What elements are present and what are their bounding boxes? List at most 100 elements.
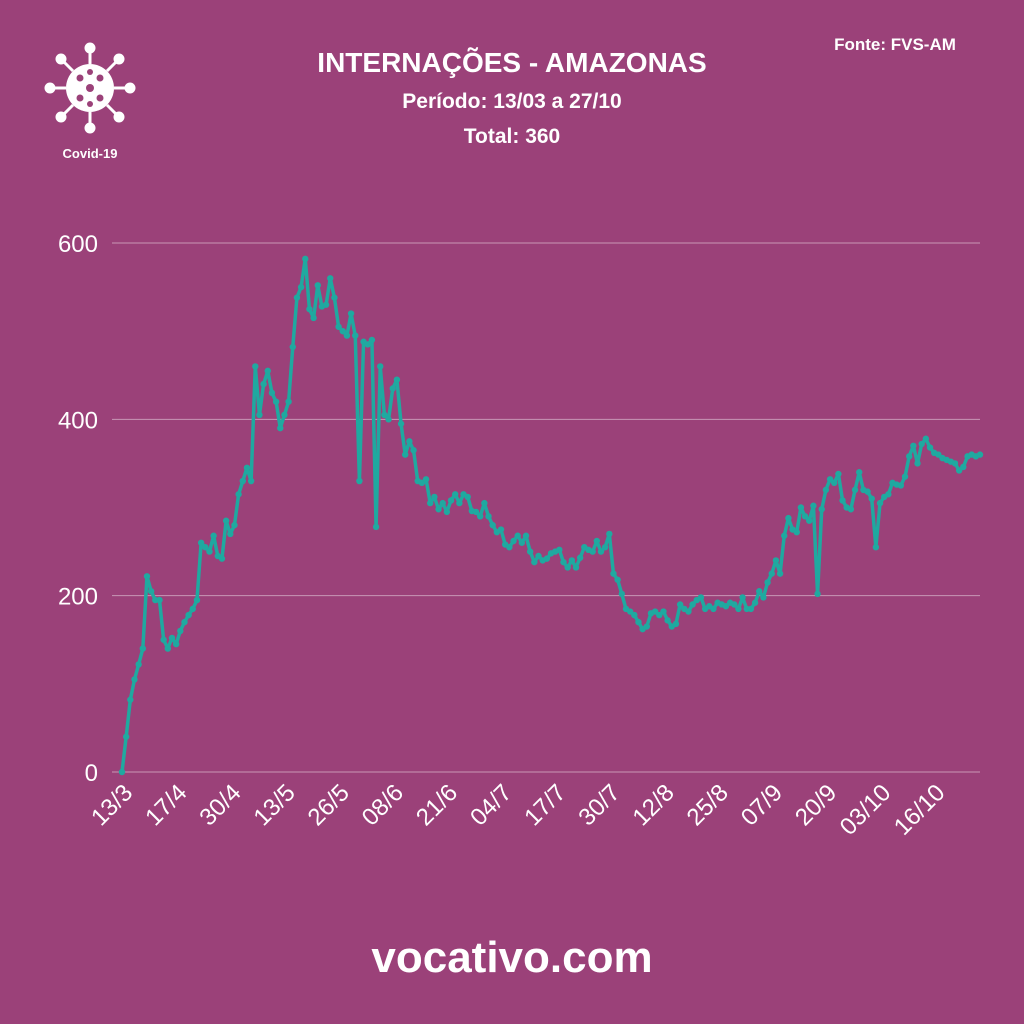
point <box>531 558 538 566</box>
point <box>876 499 884 507</box>
point <box>352 332 359 339</box>
point <box>389 385 396 392</box>
point <box>910 442 917 449</box>
point <box>864 488 871 495</box>
point <box>814 590 821 598</box>
point <box>618 590 626 598</box>
point <box>593 537 601 545</box>
point <box>368 336 376 344</box>
point <box>452 491 459 498</box>
point <box>489 521 496 529</box>
point <box>935 451 942 458</box>
point <box>222 517 230 524</box>
point <box>651 608 659 615</box>
point <box>776 570 784 577</box>
point <box>243 464 251 472</box>
point <box>722 603 730 610</box>
point <box>831 479 838 487</box>
point <box>960 463 967 471</box>
point <box>293 294 301 301</box>
point <box>835 470 842 478</box>
point <box>268 389 276 397</box>
point <box>851 486 859 494</box>
point <box>560 558 567 566</box>
point <box>206 548 213 555</box>
point <box>514 532 521 539</box>
point <box>497 526 505 533</box>
point <box>381 411 388 419</box>
point <box>397 420 405 427</box>
point <box>322 301 330 308</box>
point <box>506 543 513 551</box>
y-tick-label: 600 <box>58 231 98 258</box>
point <box>418 479 426 487</box>
point <box>372 523 380 531</box>
point <box>314 282 321 289</box>
point <box>922 435 930 442</box>
point <box>193 596 201 604</box>
point <box>439 499 446 507</box>
point <box>739 594 746 601</box>
point <box>976 451 984 458</box>
point <box>710 605 717 613</box>
point <box>818 506 825 513</box>
point <box>160 636 167 643</box>
y-tick-label: 200 <box>58 584 98 611</box>
point <box>781 532 788 539</box>
point <box>172 640 180 648</box>
point <box>756 588 763 595</box>
point <box>543 555 551 562</box>
point <box>227 530 234 538</box>
point <box>485 513 492 520</box>
source: Fonte: FVS-AM <box>834 35 956 54</box>
point <box>202 543 209 551</box>
point <box>885 491 892 498</box>
point <box>147 588 155 595</box>
point <box>868 495 875 502</box>
point <box>806 517 813 524</box>
point <box>793 528 800 536</box>
point <box>481 499 488 507</box>
point <box>847 506 855 513</box>
point <box>797 504 805 511</box>
point <box>510 537 517 545</box>
point <box>526 548 534 555</box>
y-tick-label: 0 <box>85 760 98 787</box>
point <box>281 411 288 419</box>
point <box>289 343 296 351</box>
point <box>364 341 371 348</box>
point <box>576 554 584 561</box>
point <box>181 618 188 626</box>
point <box>347 310 355 317</box>
footer: vocativo.com <box>371 933 652 982</box>
point <box>731 601 738 608</box>
point <box>422 476 430 483</box>
point <box>476 513 484 520</box>
point <box>735 605 742 613</box>
virus-icon <box>44 42 136 134</box>
point <box>264 367 271 375</box>
point <box>768 570 775 577</box>
point <box>764 579 771 586</box>
point <box>905 453 913 460</box>
point <box>589 548 596 555</box>
point <box>872 543 880 551</box>
point <box>164 645 172 652</box>
point <box>822 486 830 494</box>
point <box>310 314 317 322</box>
point <box>131 676 138 683</box>
point <box>664 617 671 624</box>
point <box>914 460 921 467</box>
point <box>406 438 413 445</box>
point <box>189 605 197 613</box>
point <box>135 661 142 668</box>
point <box>472 508 480 516</box>
point <box>897 482 905 489</box>
point <box>447 497 455 504</box>
point <box>302 255 309 263</box>
point <box>235 491 242 498</box>
point <box>697 594 705 601</box>
